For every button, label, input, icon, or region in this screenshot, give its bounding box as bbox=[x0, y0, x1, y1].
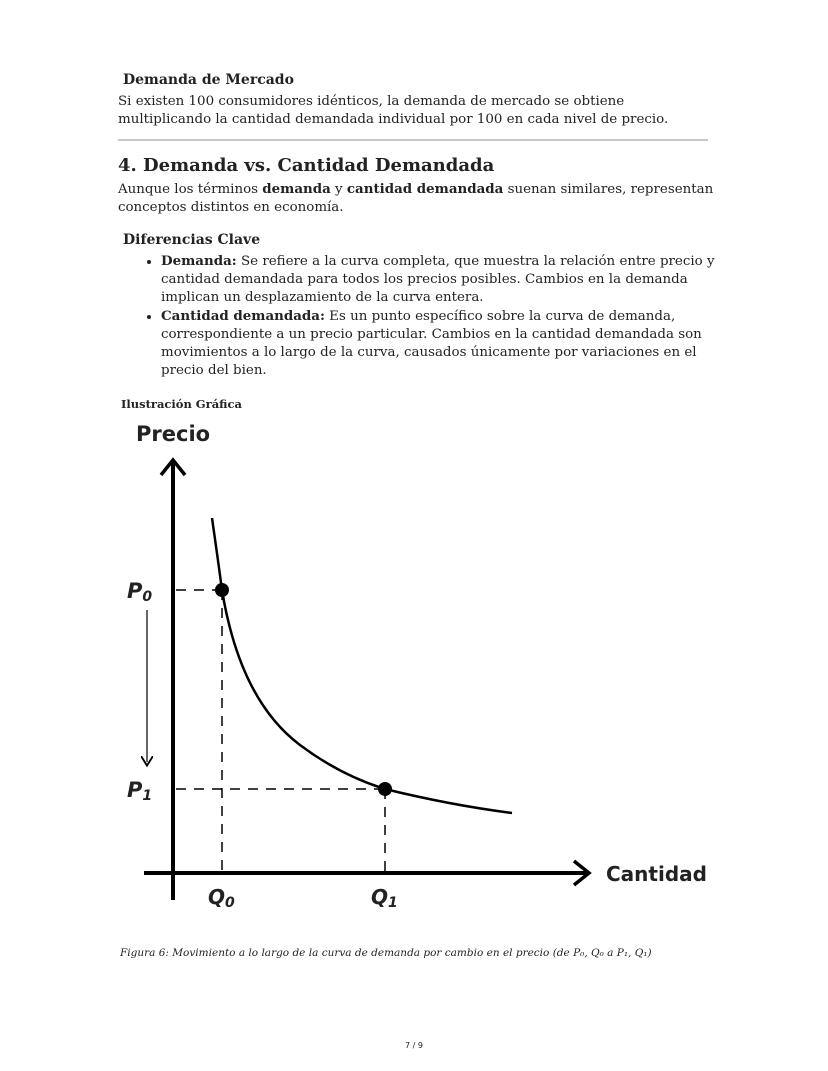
intro-text: suenan similares, representan conceptos … bbox=[118, 182, 714, 215]
demand-curve bbox=[210, 517, 513, 815]
intro-term-cantidad: cantidad demandada bbox=[346, 181, 504, 197]
intro-text: Aunque los términos bbox=[118, 182, 263, 197]
x-axis-arrowhead bbox=[572, 859, 592, 887]
market-demand-heading: Demanda de Mercado bbox=[123, 72, 294, 88]
key-differences-list: Demanda: Se refiere a la curva completa,… bbox=[142, 252, 721, 380]
page-number: 7 / 9 bbox=[405, 1041, 423, 1050]
list-item: Demanda: Se refiere a la curva completa,… bbox=[161, 252, 721, 307]
y-axis-label: Precio bbox=[136, 422, 210, 446]
list-item-term: Demanda: bbox=[161, 253, 237, 269]
list-item-text: Se refiere a la curva completa, que mues… bbox=[161, 254, 715, 305]
point-p0-q0 bbox=[215, 583, 229, 597]
section-title: 4. Demanda vs. Cantidad Demandada bbox=[118, 155, 495, 176]
p1-label: P1 bbox=[127, 778, 152, 804]
intro-term-demanda: demanda bbox=[262, 181, 331, 197]
market-demand-text: Si existen 100 consumidores idénticos, l… bbox=[118, 94, 669, 127]
list-item-text: Es un punto específico sobre la curva de… bbox=[161, 309, 702, 378]
section-divider bbox=[118, 139, 708, 141]
point-p1-q1 bbox=[378, 782, 392, 796]
intro-text: y bbox=[330, 182, 347, 197]
x-axis-label: Cantidad bbox=[606, 862, 707, 886]
y-axis-arrowhead bbox=[159, 457, 187, 477]
list-item-term: Cantidad demandada: bbox=[161, 308, 325, 324]
q0-label: Q0 bbox=[208, 885, 235, 911]
list-item: Cantidad demandada: Es un punto específi… bbox=[161, 307, 721, 380]
section-intro: Aunque los términos demanda y cantidad d… bbox=[118, 180, 718, 217]
illustration-heading: Ilustración Gráfica bbox=[121, 397, 242, 411]
q1-label: Q1 bbox=[371, 885, 398, 911]
figure-caption: Figura 6: Movimiento a lo largo de la cu… bbox=[120, 947, 652, 959]
p0-label: P0 bbox=[127, 579, 152, 605]
key-differences-heading: Diferencias Clave bbox=[123, 232, 261, 248]
